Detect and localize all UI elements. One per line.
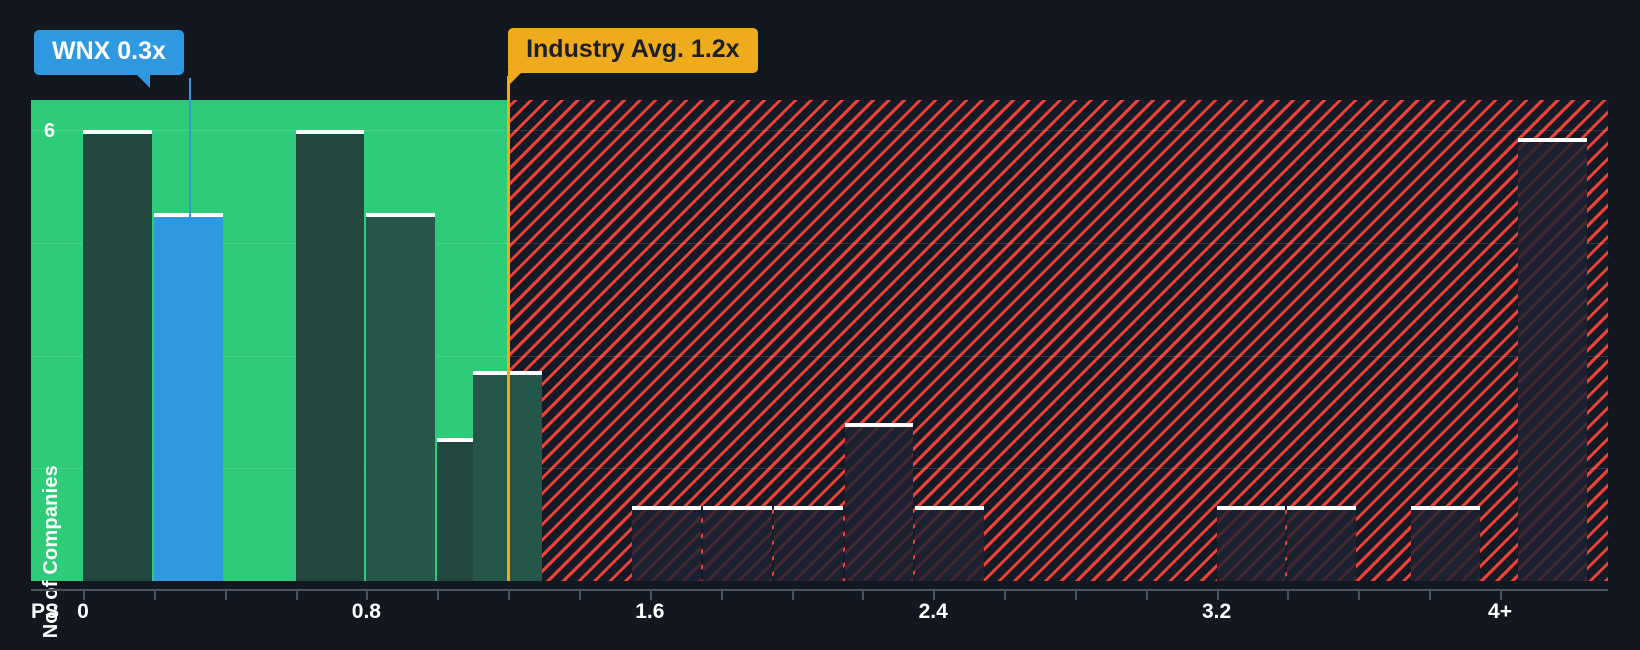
bar-cap [1216, 505, 1286, 510]
x-axis-tick [224, 591, 227, 600]
industry-average-callout[interactable]: Industry Avg. 1.2x [508, 28, 758, 86]
histogram-bar[interactable] [773, 505, 843, 581]
gridline [31, 468, 1608, 470]
bar-body [1517, 141, 1587, 581]
industry-callout-stem [507, 76, 511, 102]
histogram-bar[interactable] [702, 505, 772, 581]
histogram-bar[interactable] [1287, 505, 1357, 581]
bar-cap [915, 505, 985, 510]
x-axis-tick-label: 1.6 [635, 600, 665, 623]
histogram-bar[interactable] [844, 423, 914, 581]
plot-area [31, 100, 1608, 581]
x-axis-tick-label: 0 [77, 600, 89, 623]
bar-body [1216, 509, 1286, 581]
x-axis-tick [578, 591, 581, 600]
bar-cap [844, 423, 914, 428]
industry-average-marker-line [507, 100, 511, 581]
x-axis-tick [933, 591, 936, 600]
histogram-bar[interactable] [1411, 505, 1481, 581]
x-axis-tick [1358, 591, 1361, 600]
x-axis-tick-label: 4+ [1488, 600, 1512, 623]
x-axis-tick [720, 591, 723, 600]
histogram-bar[interactable] [83, 130, 152, 581]
bar-cap [437, 438, 507, 443]
x-axis-tick [1500, 591, 1502, 600]
x-axis-tick [153, 591, 156, 600]
gridline [31, 355, 1608, 357]
bar-body [366, 216, 436, 581]
x-axis-tick [83, 591, 85, 600]
bar-body [83, 134, 152, 581]
x-axis-name: PS [31, 600, 60, 623]
x-axis-tick [862, 591, 865, 600]
histogram-bar[interactable] [632, 505, 701, 581]
x-axis-tick [437, 591, 440, 600]
bar-cap [153, 212, 223, 217]
bar-cap [366, 212, 436, 217]
x-axis-tick [1004, 591, 1007, 600]
x-axis-tick [1287, 591, 1290, 600]
bar-cap [773, 505, 843, 510]
x-axis-tick [1429, 591, 1432, 600]
x-axis-tick-label: 0.8 [351, 600, 381, 623]
bar-body [295, 134, 365, 581]
bar-cap [1411, 505, 1481, 510]
x-axis-tick [1145, 591, 1148, 600]
bar-body [844, 427, 914, 581]
company-callout-label: WNX 0.3x [52, 37, 166, 65]
bar-body [915, 509, 985, 581]
bar-body [632, 509, 701, 581]
x-axis-tick [1216, 591, 1219, 600]
histogram-bar[interactable] [1216, 505, 1286, 581]
bar-cap [295, 130, 365, 135]
bar-cap [1517, 137, 1587, 142]
x-axis-tick [508, 591, 511, 600]
x-axis-tick [295, 591, 298, 600]
x-axis-line [31, 589, 1608, 591]
company-callout[interactable]: WNX 0.3x [34, 30, 184, 88]
region-above-industry-average [508, 100, 1608, 581]
bar-body [702, 509, 772, 581]
bar-cap [83, 130, 152, 135]
x-axis-tick [649, 591, 652, 600]
x-axis-tick [791, 591, 794, 600]
x-axis-tick-label: 2.4 [918, 600, 948, 623]
histogram-bar[interactable] [366, 212, 436, 581]
bar-cap [1287, 505, 1357, 510]
callout-tail [135, 74, 150, 88]
bar-body [773, 509, 843, 581]
gridline [31, 242, 1608, 244]
bar-body [1287, 509, 1357, 581]
gridline [31, 130, 1608, 132]
x-axis-tick-label: 3.2 [1201, 600, 1232, 623]
histogram-bar[interactable] [153, 212, 223, 581]
x-axis-tick [366, 591, 369, 600]
histogram-bar[interactable] [915, 505, 985, 581]
bar-cap [632, 505, 701, 510]
histogram-bar[interactable] [1517, 137, 1587, 581]
company-callout-stem [189, 78, 192, 105]
bar-cap [702, 505, 772, 510]
histogram-bar[interactable] [295, 130, 365, 581]
y-axis-tick-6: 6 [44, 120, 56, 142]
bar-body [153, 216, 223, 581]
industry-callout-label: Industry Avg. 1.2x [526, 35, 740, 63]
callout-tail [508, 70, 525, 86]
bar-body [1411, 509, 1481, 581]
company-value-marker-line [189, 100, 192, 581]
x-axis-tick [1074, 591, 1077, 600]
